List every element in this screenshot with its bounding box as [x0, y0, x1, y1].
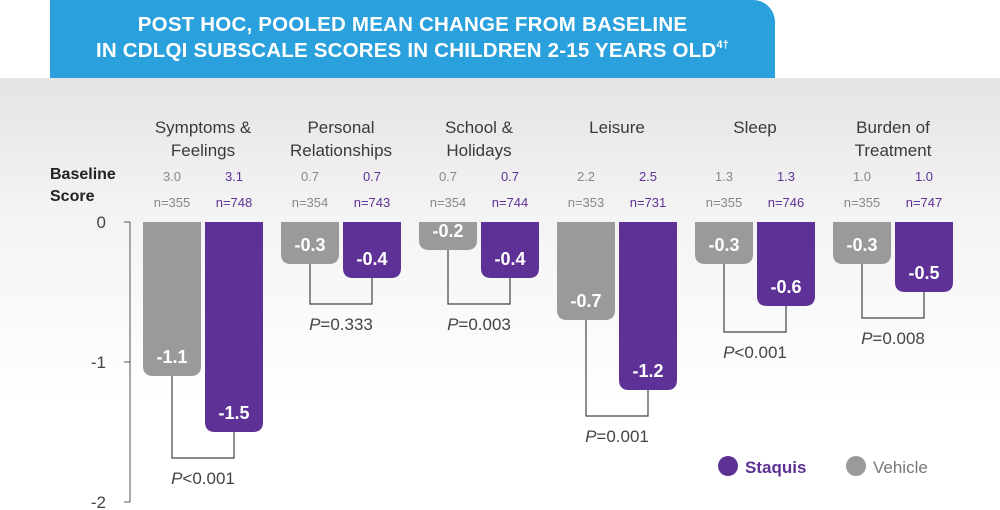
bar-staquis	[619, 222, 677, 390]
category-label: Symptoms &	[155, 118, 252, 137]
bar-value-label: -1.5	[218, 403, 249, 423]
p-value-bracket	[447, 250, 511, 305]
sample-size: n=731	[630, 195, 667, 210]
baseline-score: 1.0	[915, 169, 933, 184]
title-superscript: 4†	[716, 39, 729, 51]
p-value-bracket	[309, 264, 373, 305]
baseline-score: 0.7	[501, 169, 519, 184]
title-line-1: POST HOC, POOLED MEAN CHANGE FROM BASELI…	[137, 13, 688, 36]
sample-size: n=354	[292, 195, 329, 210]
legend-marker-staquis	[718, 456, 738, 476]
sample-size: n=354	[430, 195, 467, 210]
bar-staquis	[481, 222, 539, 278]
y-tick-label: -1	[91, 353, 106, 372]
baseline-score: 2.2	[577, 169, 595, 184]
y-tick-label: 0	[97, 213, 106, 232]
bar-vehicle	[143, 222, 201, 376]
p-value-label: P=0.001	[585, 427, 649, 446]
category-label: Feelings	[171, 141, 235, 160]
p-value-bracket	[723, 264, 787, 333]
baseline-label: Baseline	[50, 166, 116, 183]
baseline-score: 3.1	[225, 169, 243, 184]
category-label: School &	[445, 118, 514, 137]
baseline-score: 0.7	[301, 169, 319, 184]
baseline-score: 1.3	[715, 169, 733, 184]
title-line-2-text: IN CDLQI SUBSCALE SCORES IN CHILDREN 2-1…	[96, 39, 717, 62]
sample-size: n=355	[844, 195, 881, 210]
p-value-label: P=0.003	[447, 315, 511, 334]
bar-staquis	[205, 222, 263, 432]
bar-value-label: -0.7	[570, 291, 601, 311]
category-label: Relationships	[290, 141, 392, 160]
bar-staquis	[343, 222, 401, 278]
sample-size: n=746	[768, 195, 805, 210]
bar-vehicle	[833, 222, 891, 264]
legend-label-vehicle: Vehicle	[873, 458, 928, 477]
baseline-score: 1.3	[777, 169, 795, 184]
bar-value-label: -0.3	[708, 235, 739, 255]
title-banner: POST HOC, POOLED MEAN CHANGE FROM BASELI…	[50, 0, 775, 78]
sample-size: n=748	[216, 195, 253, 210]
bar-vehicle	[695, 222, 753, 264]
bar-staquis	[757, 222, 815, 306]
sample-size: n=743	[354, 195, 391, 210]
category-label: Treatment	[855, 141, 932, 160]
p-value-bracket	[861, 264, 925, 319]
p-value-bracket	[585, 320, 649, 417]
legend-marker-vehicle	[846, 456, 866, 476]
baseline-score: 3.0	[163, 169, 181, 184]
legend-label-staquis: Staquis	[745, 458, 806, 477]
bar-value-label: -0.3	[294, 235, 325, 255]
sample-size: n=353	[568, 195, 605, 210]
baseline-score: 0.7	[439, 169, 457, 184]
bar-value-label: -1.1	[156, 347, 187, 367]
category-label: Sleep	[733, 118, 776, 137]
bar-value-label: -0.3	[846, 235, 877, 255]
category-label: Personal	[307, 118, 374, 137]
bar-value-label: -1.2	[632, 361, 663, 381]
y-tick-label: -2	[91, 493, 106, 510]
baseline-score: 1.0	[853, 169, 871, 184]
p-value-label: P=0.008	[861, 329, 925, 348]
bar-vehicle	[281, 222, 339, 264]
sample-size: n=355	[154, 195, 191, 210]
p-value-label: P<0.001	[171, 469, 235, 488]
category-label: Leisure	[589, 118, 645, 137]
baseline-label: Score	[50, 188, 95, 205]
p-value-label: P=0.333	[309, 315, 373, 334]
bar-vehicle	[557, 222, 615, 320]
bar-staquis	[895, 222, 953, 292]
baseline-score: 0.7	[363, 169, 381, 184]
p-value-bracket	[171, 376, 235, 459]
bar-value-label: -0.4	[356, 249, 387, 269]
p-value-label: P<0.001	[723, 343, 787, 362]
bar-value-label: -0.4	[494, 249, 525, 269]
category-label: Burden of	[856, 118, 930, 137]
bar-vehicle	[419, 222, 477, 250]
sample-size: n=355	[706, 195, 743, 210]
bar-value-label: -0.2	[432, 221, 463, 241]
bar-value-label: -0.6	[770, 277, 801, 297]
sample-size: n=747	[906, 195, 943, 210]
baseline-score: 2.5	[639, 169, 657, 184]
bar-value-label: -0.5	[908, 263, 939, 283]
category-label: Holidays	[446, 141, 511, 160]
title-line-2: IN CDLQI SUBSCALE SCORES IN CHILDREN 2-1…	[50, 38, 775, 64]
sample-size: n=744	[492, 195, 529, 210]
